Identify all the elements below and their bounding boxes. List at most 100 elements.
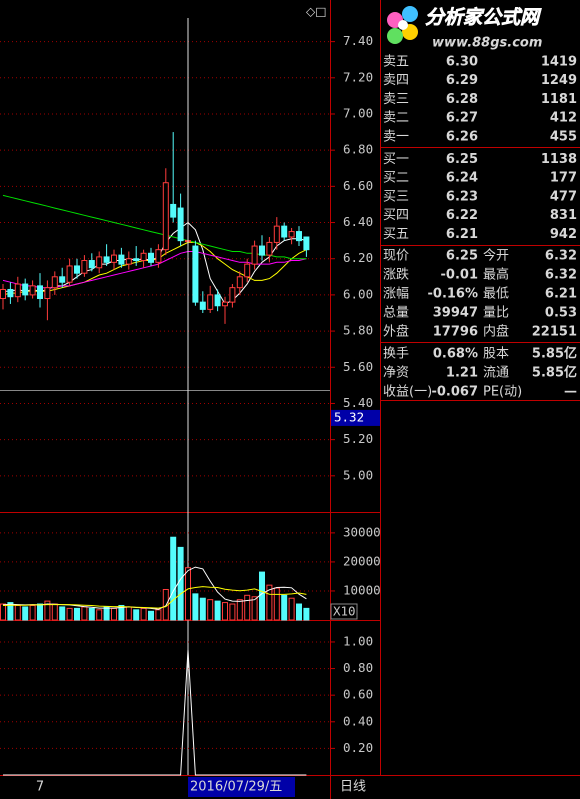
candle-body [118,254,125,265]
volume-bar [185,567,191,621]
volume-bar [296,603,302,621]
volume-bar [133,609,140,621]
volume-bar [51,603,58,621]
y-tick-label: 6.40 [343,214,373,229]
candle-body [14,283,21,298]
volume-bar [222,602,228,621]
stat-value: 6.25 [446,249,478,264]
candle-body [37,285,43,300]
candle-body [288,231,295,238]
stat-value: -0.067 [431,385,478,400]
candle-body [236,276,243,289]
book-price: 6.23 [446,189,478,204]
period-label[interactable]: 日线 [340,780,366,795]
book-label: 卖四 [383,73,409,88]
candle-body [7,288,14,298]
book-price: 6.27 [446,111,478,126]
volume-bar [125,606,132,621]
logo-url: www.88gs.com [432,36,542,51]
volume-bar [14,604,21,621]
candle-body [103,256,110,263]
book-label: 卖三 [383,92,409,107]
candle-body [162,182,169,251]
y-tick-label: 5.40 [343,395,373,410]
stat-label: 最高 [483,267,509,283]
stat-label: 量比 [483,306,509,321]
candle-body [244,263,251,278]
volume-bar [266,584,273,621]
logo-petal [387,28,403,44]
y-tick-label: 6.20 [343,250,373,265]
volume-bar [59,606,66,621]
candle-body [207,294,214,310]
volume-bar [111,607,117,621]
stat-value: 1.21 [446,366,478,381]
stat-value: 5.85亿 [532,346,577,362]
volume-bar [199,597,206,621]
volume-bar [155,609,162,621]
y-tick-label: 6.60 [343,178,373,193]
logo-name: 分析家公式网 [425,7,542,29]
candle-body [88,260,95,269]
stat-label: 净资 [383,366,409,381]
y-tick-label: 5.20 [343,431,373,446]
y-tick-label: 5.80 [343,323,373,338]
stat-value: 17796 [433,325,478,340]
line [3,649,307,776]
book-volume: 831 [550,208,577,223]
candle-body [29,285,36,296]
volume-bar [170,536,177,621]
volume-bar [273,587,280,621]
stat-label: 今开 [483,248,509,264]
volume-bar [148,610,154,621]
y-tick-label: 6.00 [343,286,373,301]
candle-body [140,252,147,262]
volume-bar [244,594,251,621]
candle-body [229,287,236,303]
stat-label: 总量 [383,306,409,321]
volume-bar [44,600,51,621]
stat-value: 5.85亿 [532,365,577,381]
candle-body [111,254,117,263]
stat-value: -0.01 [441,268,478,283]
y-tick-label: 6.80 [343,142,373,157]
candle-body [125,258,132,265]
y-tick-label: 5.00 [343,467,373,482]
chart-icons[interactable]: ◇□ [306,5,327,19]
unit-label: X10 [333,604,356,619]
candle-body [214,294,221,307]
stat-label: 现价 [383,249,409,264]
volume-bar [229,603,236,621]
y-tick-label: 0.40 [343,713,373,728]
candle-body [74,265,80,274]
stat-value: 22151 [532,325,577,340]
volume-bar [236,599,243,621]
x-tick-label: 2016/07/29/五 [190,780,282,795]
volume-bar [281,594,288,621]
y-tick-label: 1.00 [343,633,373,648]
candle-body [296,231,302,242]
candle-body [251,245,258,265]
candle-body [281,225,288,238]
candle-body [66,265,73,283]
unit-box [330,603,358,620]
book-price: 6.22 [446,208,478,223]
volume-bar [103,606,110,621]
candle-body [222,301,228,307]
candle-body [0,288,6,300]
line [2,586,307,609]
stat-label: 收益(一) [383,385,432,400]
y-tick-label: 0.60 [343,687,373,702]
stat-value: — [564,385,577,400]
stat-label: 最低 [483,287,509,302]
stat-value: -0.16% [428,287,479,302]
book-label: 卖二 [383,111,409,126]
book-price: 6.30 [446,55,478,70]
candle-body [148,252,154,263]
candle-body [170,203,177,218]
candle-body [133,258,140,262]
candle-body [44,287,51,300]
candle-body [177,207,184,242]
